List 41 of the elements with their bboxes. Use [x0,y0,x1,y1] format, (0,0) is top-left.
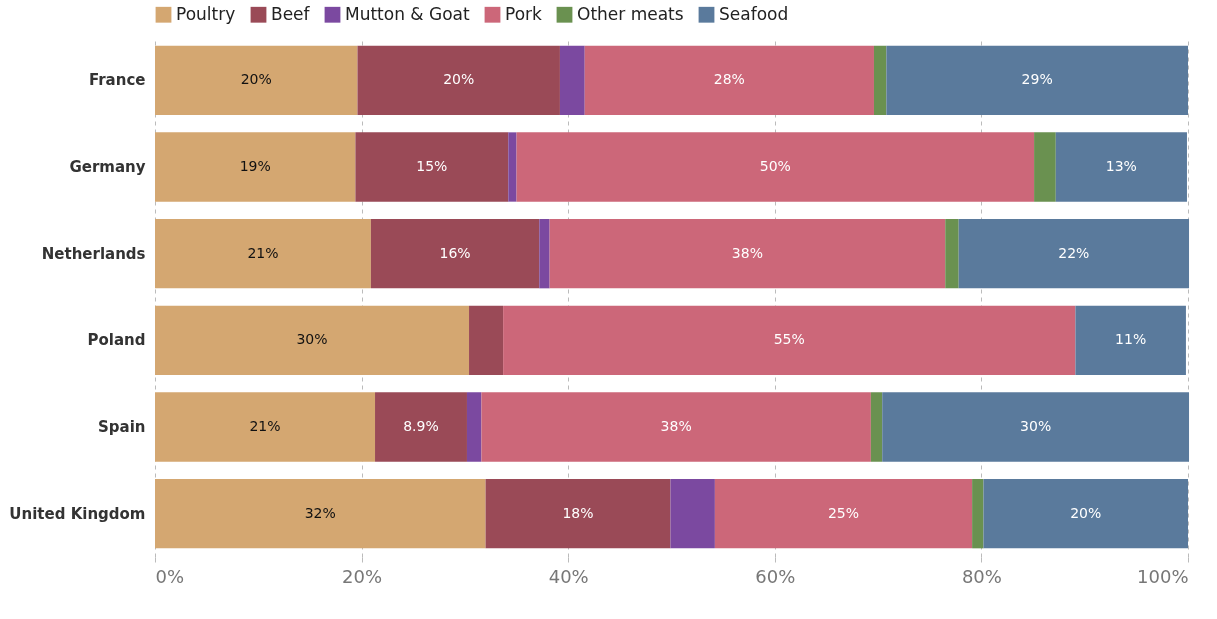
y-tick-label: Germany [69,158,146,176]
legend-label: Poultry [176,3,236,24]
x-tick-label: 100% [1137,565,1189,587]
data-label: 18% [562,504,594,521]
data-label: 22% [1058,244,1090,261]
data-label: 28% [713,71,745,88]
y-tick-label: Spain [98,418,146,436]
data-label: 29% [1021,71,1053,88]
data-label: 38% [731,244,763,261]
data-label: 19% [239,158,271,174]
y-tick-label: Poland [87,331,146,350]
x-tick-label: 20% [342,565,383,587]
x-tick-label: 0% [155,565,185,587]
data-label: 16% [439,244,471,261]
data-label: 25% [827,504,860,521]
legend-label: Beef [271,3,311,24]
data-label: 30% [296,331,328,348]
legend-label: Seafood [719,3,789,24]
data-label: 55% [773,331,805,348]
data-label: 20% [443,71,475,88]
data-label: 32% [304,504,336,521]
data-label: 15% [416,158,448,174]
y-tick-label: United Kingdom [9,504,146,523]
legend-label: Other meats [577,3,684,24]
data-label: 11% [1115,331,1147,348]
data-label: 13% [1105,158,1137,174]
x-tick-label: 60% [755,565,796,587]
legend-label: Mutton & Goat [345,3,470,24]
data-label: 38% [660,418,692,434]
data-label: 20% [240,71,272,88]
y-tick-label: France [88,71,146,90]
data-label: 8.9% [403,418,439,434]
data-label: 50% [759,158,791,174]
data-label: 20% [1070,504,1102,521]
data-label: 21% [247,244,279,261]
x-tick-label: 80% [961,565,1002,587]
x-tick-label: 40% [548,565,589,587]
y-tick-label: Netherlands [41,244,146,263]
data-label: 30% [1020,418,1052,434]
legend-label: Pork [505,3,543,24]
data-label: 21% [249,418,281,434]
